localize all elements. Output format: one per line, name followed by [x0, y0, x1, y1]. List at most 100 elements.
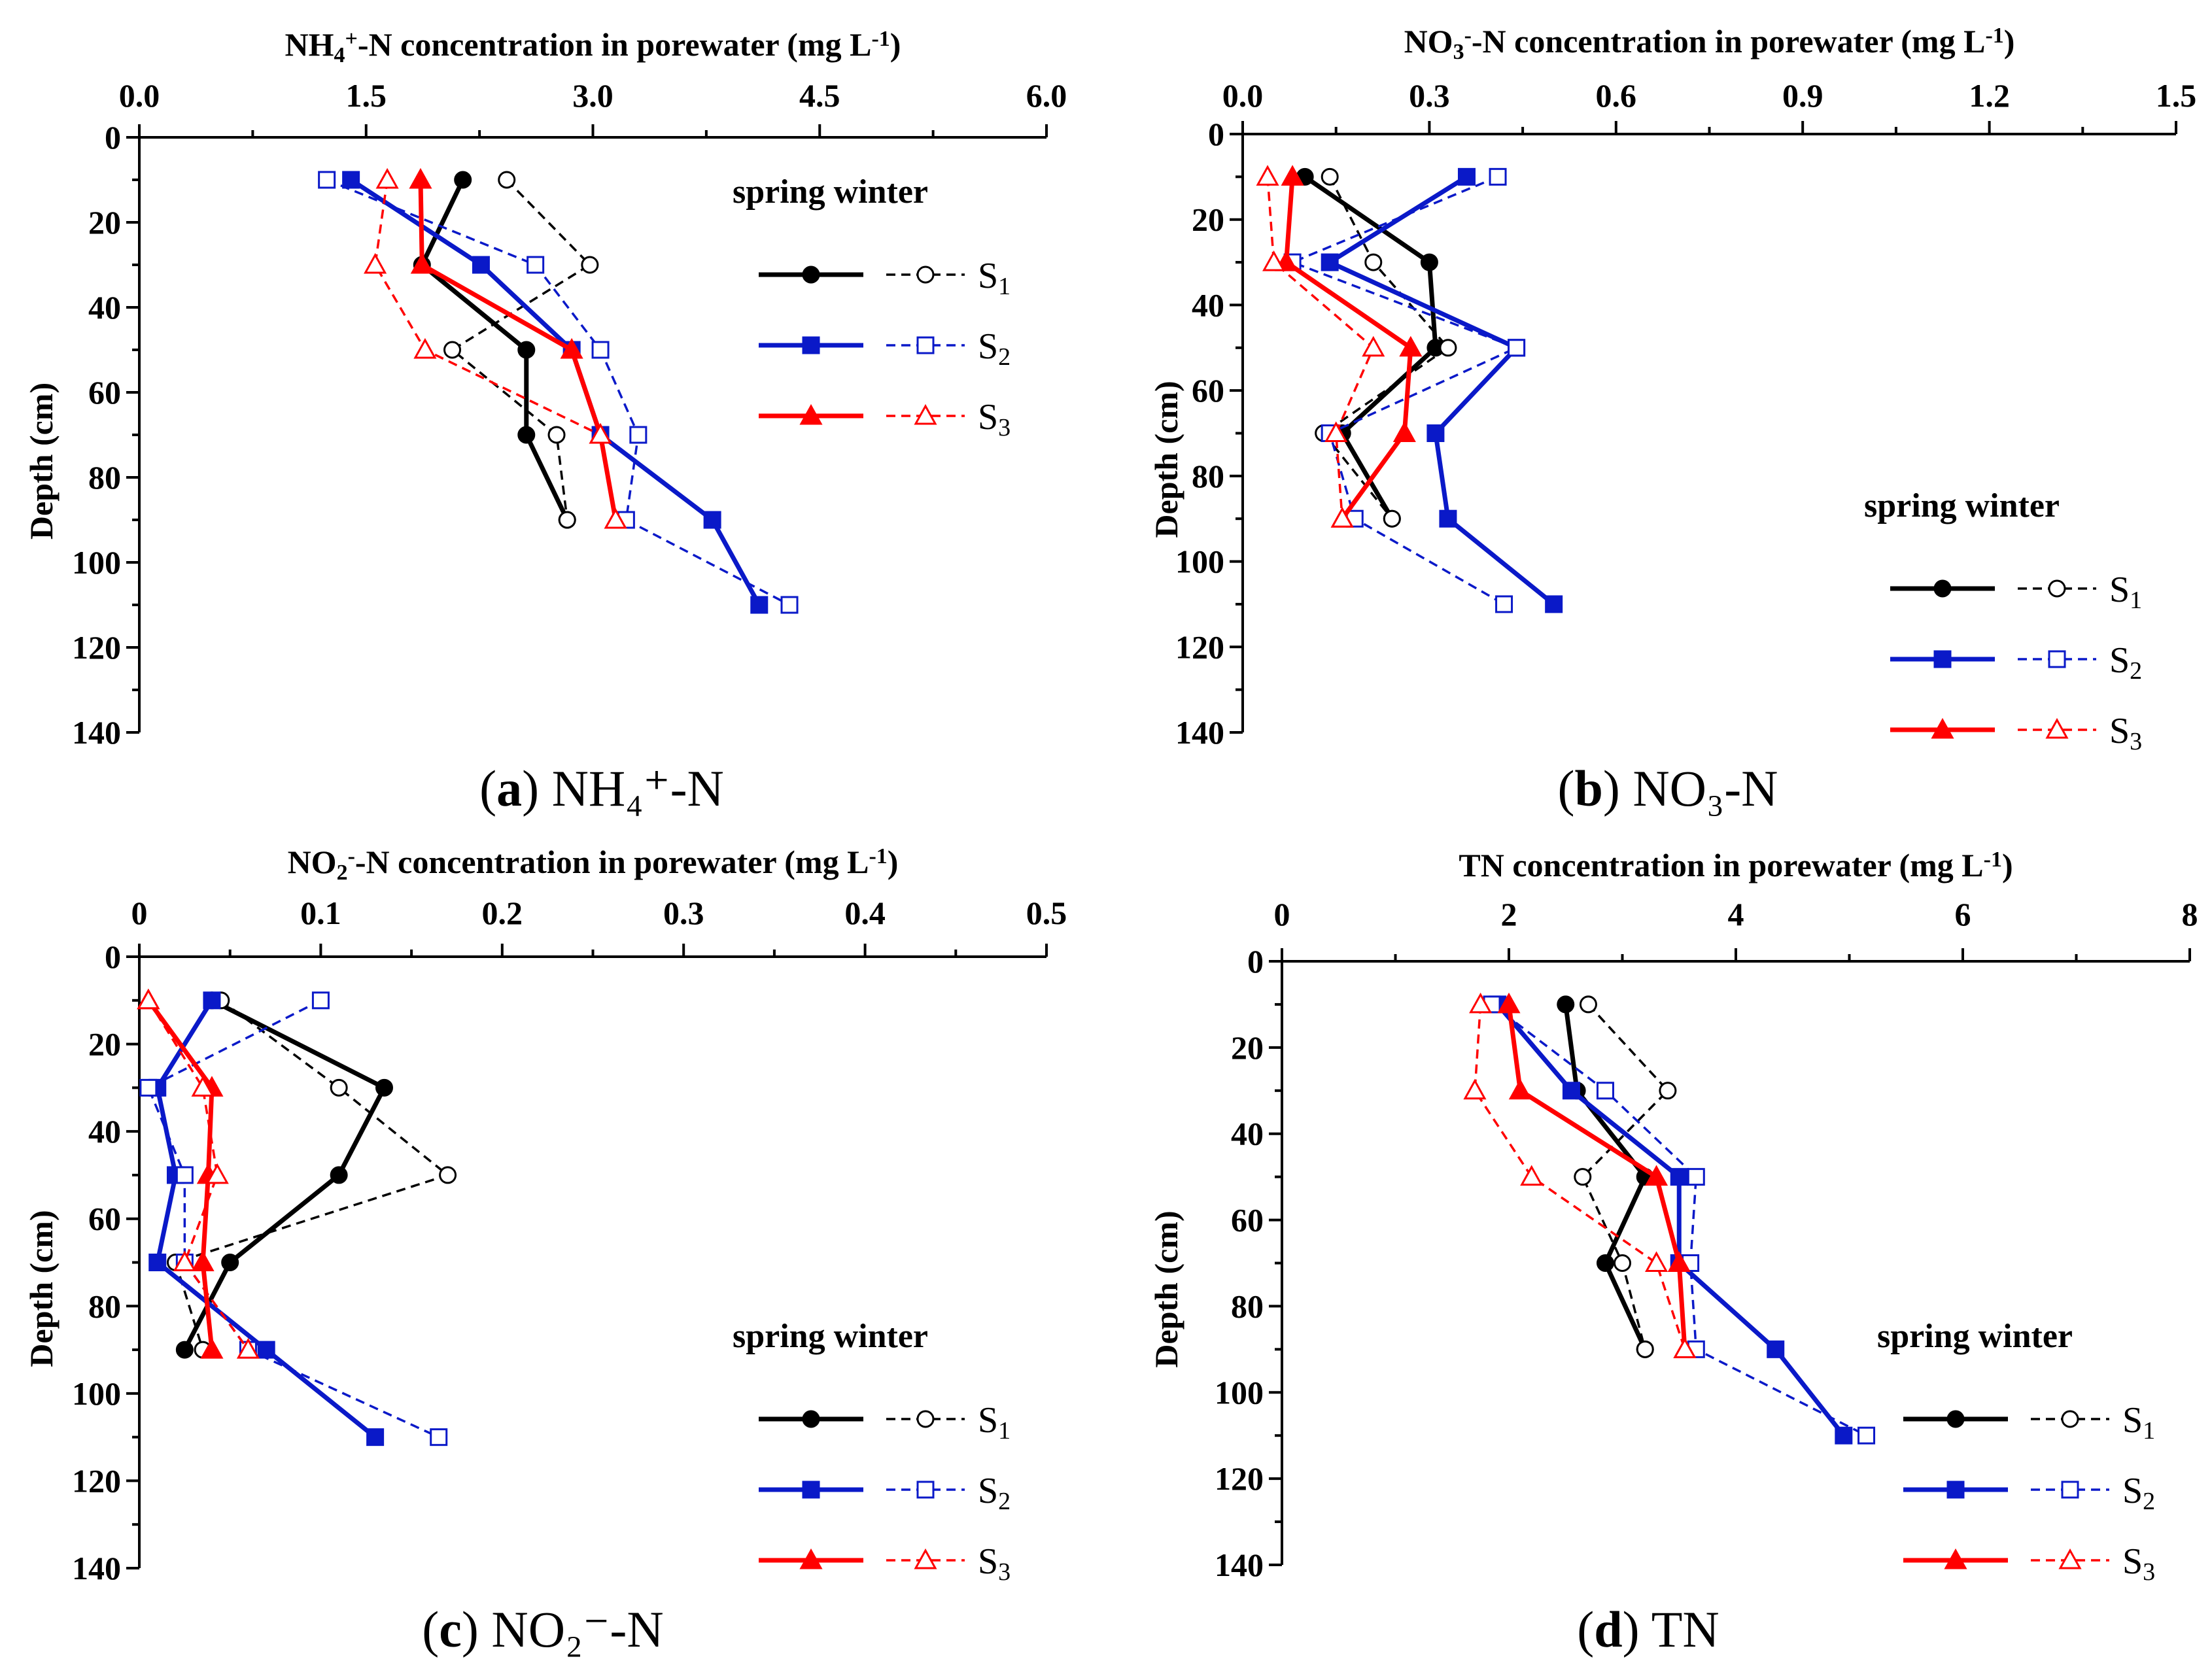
data-point-s1-spring — [1420, 253, 1438, 271]
data-point-s3-winter — [137, 988, 160, 1010]
y-tick-label: 60 — [1231, 1202, 1264, 1239]
legend-marker-winter-s3 — [2045, 717, 2069, 739]
caption-paren-close: ) — [1603, 760, 1620, 817]
data-point-s2-winter — [780, 596, 799, 614]
y-tick-label: 0 — [105, 938, 121, 975]
x-tick-label: 4 — [1728, 896, 1744, 933]
legend-label-sub: 1 — [2143, 1417, 2155, 1445]
caption-letter: c — [439, 1601, 462, 1658]
y-tick-label: 120 — [1215, 1460, 1264, 1497]
data-point-s2-winter — [1495, 595, 1513, 613]
data-point-s2-winter — [318, 171, 336, 189]
panel-c-no2-chart: 0 0.1 0.2 0.3 0.4 0.5020406080100120140NO2--N… — [23, 844, 1067, 1658]
series-line-s2-spring — [1324, 175, 1555, 606]
series-line-s2-spring — [349, 178, 761, 606]
legend-marker-winter-s2 — [916, 1481, 935, 1499]
legend-marker-spring-s1 — [802, 1410, 820, 1428]
data-point-s3-spring — [1281, 165, 1304, 186]
x-tick-label: 0 — [1274, 896, 1290, 933]
data-point-s3-spring — [410, 252, 434, 274]
y-axis-title: Depth (cm) — [23, 383, 60, 539]
y-tick-label: 40 — [1192, 286, 1224, 323]
data-point-s2-spring — [1439, 509, 1457, 528]
data-point-s3-winter — [604, 507, 627, 529]
caption-letter: b — [1574, 760, 1602, 817]
series-line-s3-winter — [147, 999, 249, 1351]
panel-caption: (a) NH₄⁺-N — [479, 760, 724, 817]
legend-marker-winter-s2 — [2061, 1481, 2079, 1499]
legend-label-s1: S1 — [2109, 570, 2142, 614]
legend-label-s3: S3 — [978, 397, 1011, 441]
data-point-s3-winter — [1469, 992, 1493, 1014]
legend-marker-winter-s1 — [2061, 1410, 2079, 1428]
y-tick-label: 0 — [1247, 943, 1264, 980]
caption-paren-open: ( — [422, 1601, 439, 1658]
x-tick-label: 6.0 — [1026, 77, 1067, 114]
series-line-s1-winter — [1322, 176, 1450, 520]
data-point-s1-winter — [498, 171, 516, 189]
data-point-s1-spring — [1557, 995, 1575, 1014]
data-point-s2-spring — [750, 596, 769, 614]
legend-label-base: S — [978, 397, 998, 437]
data-point-s3-spring — [560, 337, 583, 359]
data-point-s3-spring — [1497, 992, 1521, 1014]
x-axis-title-part: -1 — [1985, 24, 2003, 48]
x-tick-label: 0.1 — [300, 895, 341, 931]
legend-label-sub: 3 — [998, 1558, 1011, 1586]
caption-text: NO₃-N — [1620, 760, 1778, 817]
legend-label-base: S — [978, 1541, 998, 1582]
data-point-s2-spring — [703, 511, 721, 529]
legend-label-sub: 2 — [998, 1488, 1011, 1515]
legend-marker-winter-s3 — [914, 403, 937, 425]
data-point-s2-winter — [527, 256, 545, 274]
legend-label-sub: 2 — [998, 343, 1011, 371]
data-point-s2-winter — [139, 1078, 158, 1097]
x-axis-title-part: ) — [2004, 23, 2015, 60]
legend-marker-winter-s1 — [916, 265, 935, 284]
y-axis-title: Depth (cm) — [1148, 1210, 1184, 1367]
x-tick-label: 8 — [2182, 896, 2198, 933]
x-axis-title-part: 4 — [334, 43, 345, 67]
legend-marker-winter-s3 — [914, 1548, 937, 1569]
data-point-s2-spring — [1767, 1340, 1785, 1358]
data-point-s2-spring — [1457, 167, 1476, 186]
legend-marker-spring-s3 — [799, 403, 823, 425]
data-point-s2-winter — [591, 341, 610, 359]
data-point-s3-winter — [1324, 421, 1348, 442]
legend-label-base: S — [2109, 570, 2130, 610]
data-point-s3-winter — [1262, 250, 1286, 271]
x-axis-title: NO3--N concentration in porewater (mg L-… — [1404, 23, 2015, 64]
y-tick-label: 40 — [1231, 1116, 1264, 1152]
data-point-s1-spring — [221, 1254, 239, 1271]
data-point-s2-winter — [629, 426, 648, 444]
caption-text: NO₂⁻-N — [479, 1601, 664, 1658]
x-tick-label: 1.5 — [346, 77, 387, 114]
y-tick-label: 100 — [72, 544, 121, 581]
x-tick-label: 0.4 — [844, 895, 886, 931]
x-axis-title: TN concentration in porewater (mg L-1) — [1459, 847, 2013, 883]
legend-marker-winter-s3 — [2058, 1548, 2082, 1569]
data-point-s1-winter — [581, 256, 599, 274]
series-line-s1-winter — [1581, 1003, 1670, 1350]
series-line-s1-winter — [450, 179, 592, 521]
data-point-s1-winter — [1614, 1254, 1631, 1272]
x-tick-label: 1.5 — [2156, 77, 2197, 114]
x-axis-title-part: -N concentration in porewater (mg L — [358, 26, 872, 63]
data-point-s3-spring — [1508, 1078, 1532, 1100]
caption-paren-open: ( — [479, 760, 496, 817]
data-point-s2-spring — [1545, 595, 1563, 613]
data-point-s1-winter — [558, 511, 576, 529]
data-point-s3-winter — [1645, 1251, 1668, 1272]
data-point-s3-winter — [1256, 165, 1279, 186]
y-tick-label: 140 — [1215, 1547, 1264, 1583]
y-tick-label: 60 — [88, 1201, 121, 1237]
legend-marker-spring-s1 — [1946, 1410, 1965, 1428]
data-point-s1-spring — [330, 1166, 348, 1184]
x-tick-label: 0.9 — [1782, 77, 1823, 114]
legend-label-s1: S1 — [2122, 1400, 2155, 1445]
x-axis-title-part: ) — [2002, 847, 2013, 883]
legend-label-base: S — [2109, 711, 2130, 751]
legend-heading: spring winter — [733, 173, 928, 211]
legend-marker-spring-s2 — [1946, 1481, 1965, 1499]
legend-label-base: S — [2122, 1471, 2143, 1511]
